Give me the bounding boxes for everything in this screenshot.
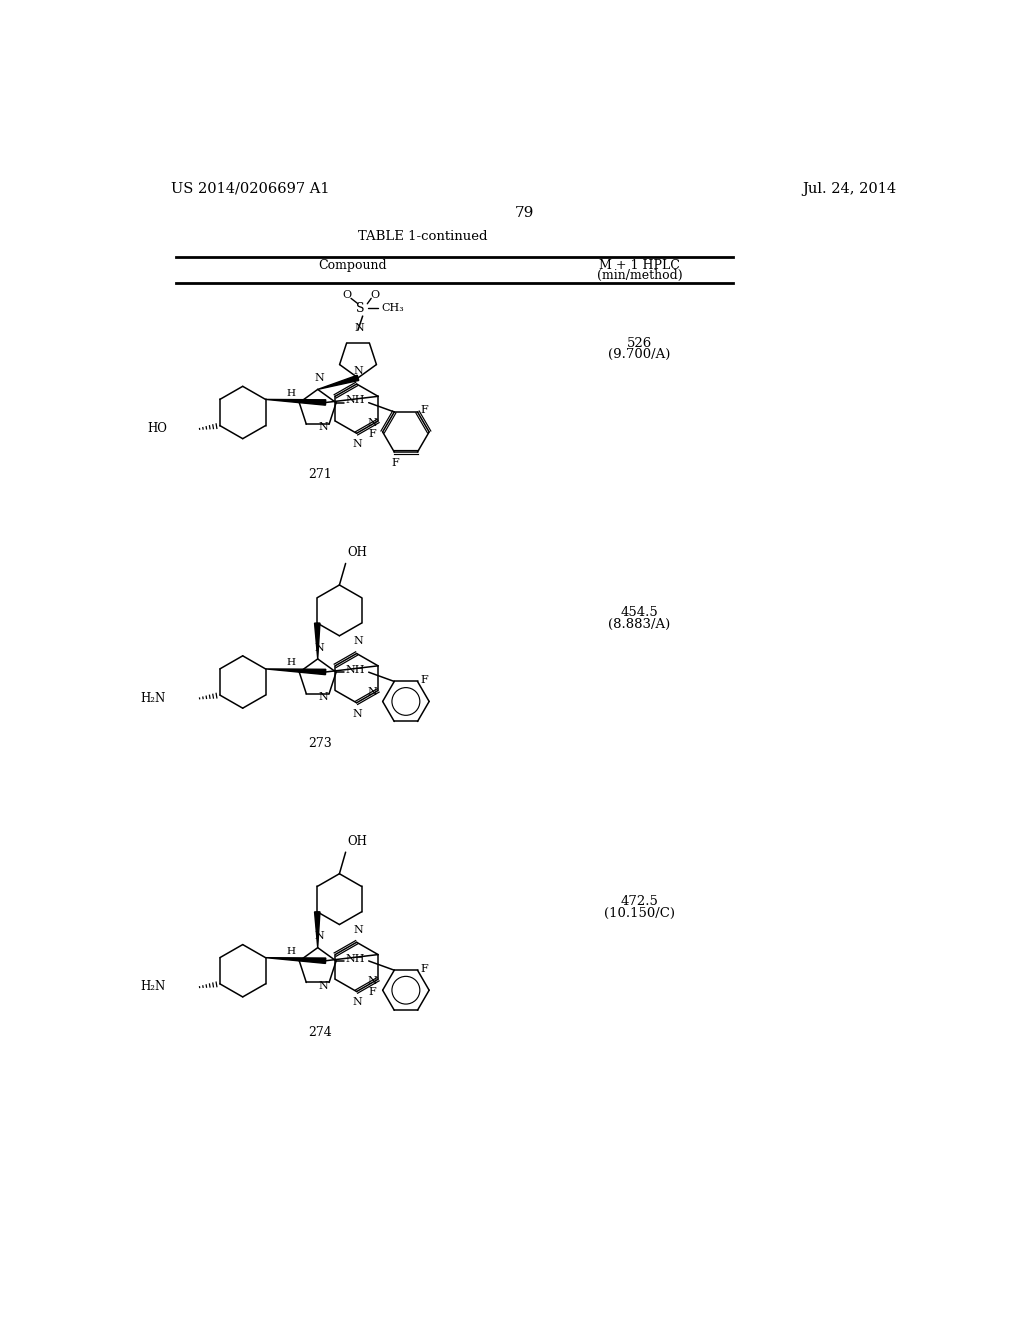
Polygon shape: [317, 375, 358, 389]
Text: H₂N: H₂N: [140, 692, 165, 705]
Polygon shape: [265, 400, 326, 405]
Text: F: F: [391, 458, 399, 467]
Text: N: N: [355, 323, 365, 333]
Text: N: N: [353, 636, 364, 645]
Text: NH: NH: [345, 396, 365, 405]
Text: 274: 274: [308, 1026, 332, 1039]
Text: F: F: [369, 429, 377, 438]
Text: H₂N: H₂N: [140, 981, 165, 994]
Polygon shape: [265, 669, 326, 675]
Text: 79: 79: [515, 206, 535, 220]
Text: 273: 273: [308, 737, 332, 750]
Text: N: N: [368, 686, 377, 697]
Text: 271: 271: [308, 467, 332, 480]
Text: F: F: [421, 405, 428, 416]
Text: NH: NH: [345, 953, 365, 964]
Text: F: F: [421, 964, 428, 974]
Text: OH: OH: [347, 546, 367, 560]
Text: F: F: [421, 675, 428, 685]
Text: N: N: [352, 440, 362, 449]
Text: N: N: [353, 924, 364, 935]
Text: 526: 526: [627, 337, 652, 350]
Text: H: H: [287, 389, 295, 397]
Text: NH: NH: [345, 665, 365, 675]
Text: Jul. 24, 2014: Jul. 24, 2014: [802, 182, 896, 195]
Text: CH₃: CH₃: [381, 304, 404, 313]
Text: N: N: [314, 643, 325, 653]
Polygon shape: [265, 958, 326, 964]
Text: TABLE 1-continued: TABLE 1-continued: [357, 230, 487, 243]
Text: N: N: [314, 374, 325, 383]
Text: N: N: [352, 709, 362, 718]
Text: M + 1 HPLC: M + 1 HPLC: [599, 259, 680, 272]
Text: H: H: [287, 946, 295, 956]
Text: N: N: [352, 998, 362, 1007]
Text: O: O: [343, 289, 351, 300]
Polygon shape: [314, 912, 319, 948]
Text: (10.150/C): (10.150/C): [604, 907, 675, 920]
Text: N: N: [318, 692, 328, 702]
Text: 472.5: 472.5: [621, 895, 658, 908]
Text: HO: HO: [146, 422, 167, 436]
Text: N: N: [368, 975, 377, 986]
Text: N: N: [318, 981, 328, 990]
Text: (9.700/A): (9.700/A): [608, 348, 671, 362]
Text: N: N: [353, 367, 364, 376]
Text: (8.883/A): (8.883/A): [608, 618, 671, 631]
Text: N: N: [318, 422, 328, 433]
Text: US 2014/0206697 A1: US 2014/0206697 A1: [171, 182, 329, 195]
Text: OH: OH: [347, 834, 367, 847]
Text: O: O: [371, 289, 380, 300]
Text: N: N: [314, 932, 325, 941]
Polygon shape: [314, 623, 319, 659]
Text: F: F: [369, 987, 377, 997]
Text: H: H: [287, 659, 295, 667]
Text: S: S: [356, 302, 365, 315]
Text: N: N: [368, 417, 377, 428]
Text: Compound: Compound: [318, 259, 387, 272]
Text: (min/method): (min/method): [597, 269, 682, 282]
Text: 454.5: 454.5: [621, 606, 658, 619]
